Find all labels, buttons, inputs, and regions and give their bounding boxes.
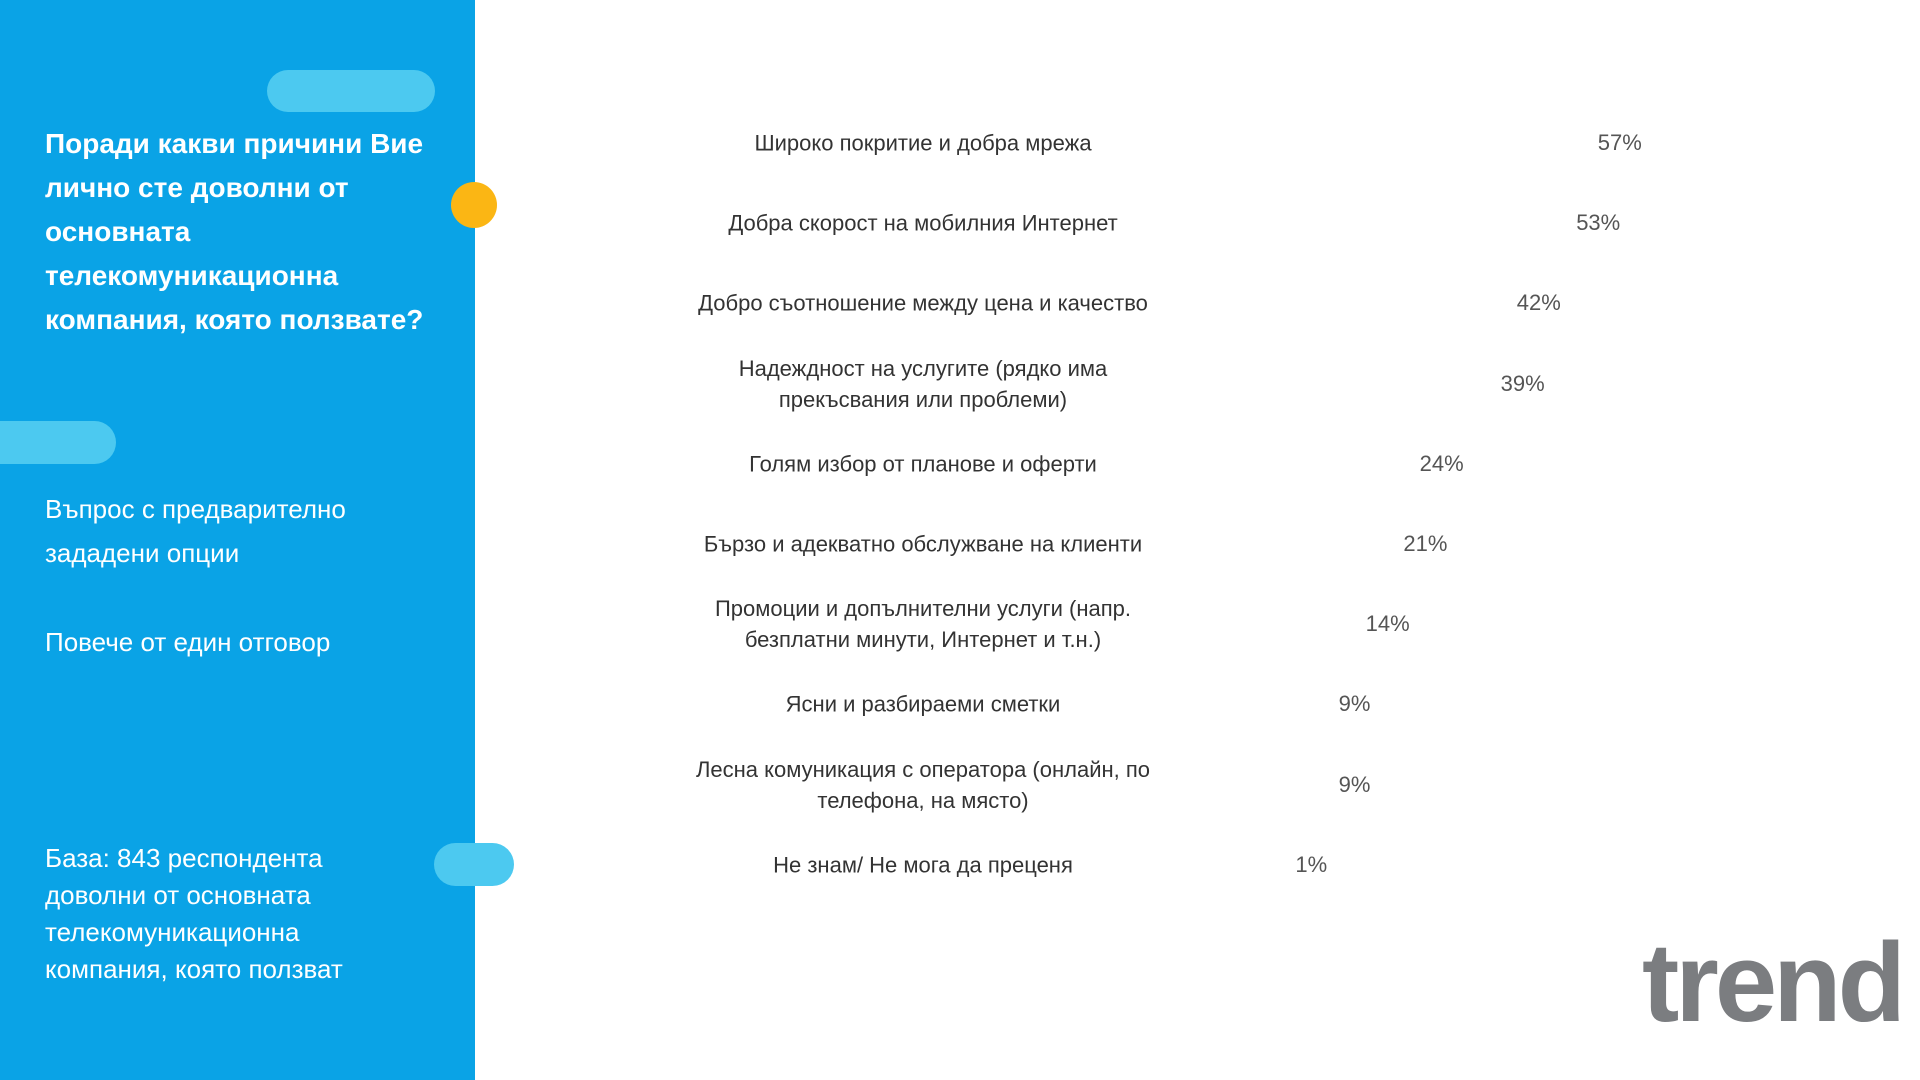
value-label: 42% <box>1516 290 1561 316</box>
category-text: Промоции и допълнителни услуги (напр. бе… <box>714 596 1132 653</box>
decor-dot <box>451 182 497 228</box>
bar <box>1277 609 1353 639</box>
logo: trend <box>1642 920 1906 1045</box>
value-label: 1% <box>1295 851 1328 877</box>
note: Повече от един отговор <box>45 627 331 657</box>
base-note: База: 843 респондента доволни от основна… <box>45 843 343 984</box>
category-label: Добро съотношение между цена и качество <box>663 288 1183 319</box>
value-label: 39% <box>1500 370 1545 396</box>
category-text: Надеждност на услугите (рядко има прекъс… <box>738 355 1108 412</box>
bar <box>1277 208 1563 238</box>
value-label: 57% <box>1597 130 1642 155</box>
value-label: 21% <box>1403 531 1448 556</box>
category-label: Не знам/ Не мога да преценя <box>663 849 1183 880</box>
category-text: Лесна комуникация с оператора (онлайн, п… <box>695 756 1151 813</box>
value-label: 24% <box>1419 450 1464 476</box>
category-label: Лесна комуникация с оператора (онлайн, п… <box>663 754 1183 816</box>
category-text: Не знам/ Не мога да преценя <box>773 852 1073 878</box>
category-text: Добра скорост на мобилния Интернет <box>728 210 1118 236</box>
category-text: Широко покритие и добра мрежа <box>754 130 1092 156</box>
category-text: Голям избор от планове и оферти <box>749 451 1097 477</box>
category-label: Добра скорост на мобилния Интернет <box>663 208 1183 239</box>
value-label: 9% <box>1338 771 1371 797</box>
bar <box>1277 850 1282 880</box>
decor-pill <box>434 843 514 886</box>
bar <box>1277 449 1407 479</box>
category-label: Широко покритие и добра мрежа <box>663 128 1183 159</box>
category-label: Бързо и адекватно обслужване на клиенти <box>663 529 1183 560</box>
decor-pill <box>267 70 435 112</box>
category-label: Ясни и разбираеми сметки <box>663 689 1183 720</box>
bar <box>1277 288 1504 318</box>
bar <box>1277 128 1585 158</box>
category-label: Промоции и допълнителни услуги (напр. бе… <box>663 593 1183 655</box>
bar <box>1277 689 1326 719</box>
note: Въпрос с предварително зададени опции <box>45 494 346 568</box>
category-label: Надеждност на услугите (рядко има прекъс… <box>663 353 1183 415</box>
value-label: 53% <box>1576 210 1621 236</box>
value-label: 9% <box>1338 691 1371 717</box>
value-label: 14% <box>1365 611 1410 637</box>
category-label: Голям избор от планове и оферти <box>663 448 1183 479</box>
bar <box>1277 529 1390 559</box>
decor-pill <box>0 421 116 464</box>
bar <box>1277 770 1326 800</box>
category-text: Добро съотношение между цена и качество <box>698 290 1148 316</box>
category-text: Бързо и адекватно обслужване на клиенти <box>703 531 1143 557</box>
category-text: Ясни и разбираеми сметки <box>785 691 1061 717</box>
bar <box>1277 369 1488 399</box>
sidebar: Поради какви причини Вие лично сте довол… <box>0 0 475 1080</box>
question: Поради какви причини Вие лично сте довол… <box>45 128 424 335</box>
